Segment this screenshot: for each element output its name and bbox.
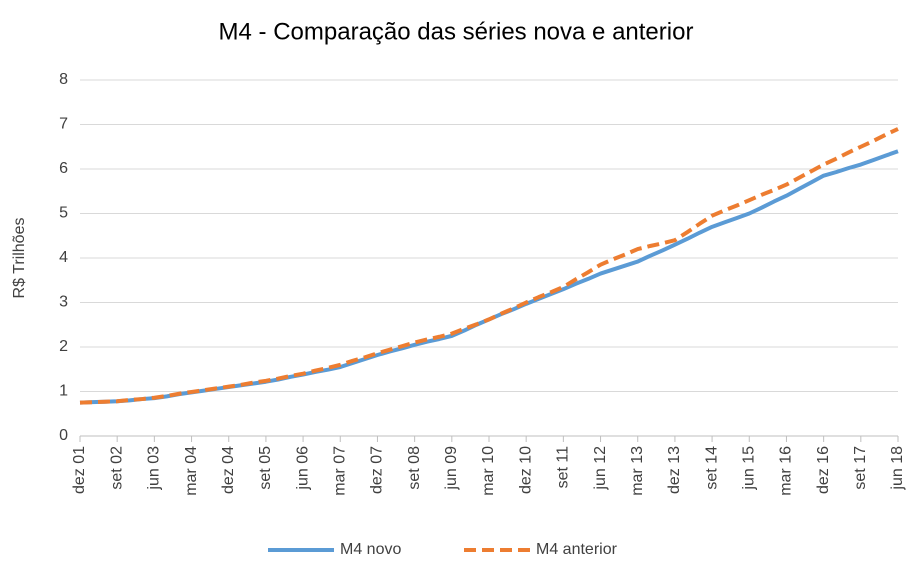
line-series [79,149,899,405]
legend-label: M4 novo [340,541,401,558]
y-tick-label: 7 [59,116,68,133]
x-tick-label: mar 04 [183,446,200,496]
y-tick-label: 0 [59,427,68,444]
y-tick-label: 1 [59,383,68,400]
x-tick-label: set 05 [257,446,274,490]
x-tick-label: dez 04 [220,446,237,494]
legend-label: M4 anterior [536,541,618,558]
x-tick-label: mar 13 [629,446,646,496]
y-tick-label: 3 [59,294,68,311]
x-tick-label: dez 07 [369,446,386,494]
x-tick-label: jun 18 [889,446,906,491]
x-tick-label: dez 01 [71,446,88,494]
x-tick-label: set 17 [852,446,869,490]
y-tick-label: 5 [59,205,68,222]
x-tick-label: set 02 [108,446,125,490]
x-tick-label: mar 10 [480,446,497,496]
x-tick-label: jun 06 [294,446,311,491]
y-tick-label: 6 [59,160,68,177]
x-tick-label: dez 10 [517,446,534,494]
x-tick-label: jun 15 [740,446,757,491]
x-tick-label: mar 16 [778,446,795,496]
x-tick-label: set 11 [555,446,572,489]
x-tick-label: mar 07 [331,446,348,496]
x-tick-label: set 14 [703,446,720,490]
chart-title: M4 - Comparação das séries nova e anteri… [219,18,694,45]
x-tick-label: dez 13 [666,446,683,494]
x-tick-label: dez 16 [815,446,832,494]
x-tick-label: jun 03 [146,446,163,491]
x-tick-label: set 08 [406,446,423,490]
line-series [79,127,899,405]
y-tick-label: 2 [59,338,68,355]
y-axis-label: R$ Trilhões [11,218,28,299]
x-tick-label: jun 09 [443,446,460,491]
y-tick-label: 8 [59,71,68,88]
x-tick-label: jun 12 [592,446,609,491]
y-tick-label: 4 [59,249,68,266]
